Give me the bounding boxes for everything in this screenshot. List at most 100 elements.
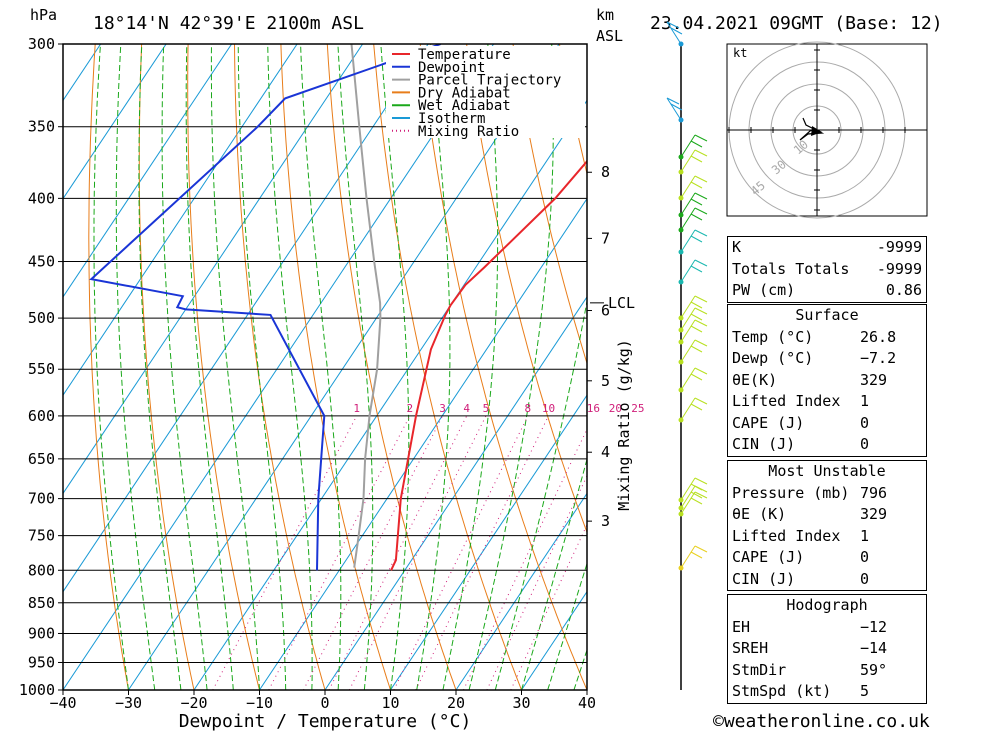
stat-value: 0 xyxy=(860,569,870,588)
stat-value: 0 xyxy=(860,435,870,453)
wind-barb xyxy=(680,229,708,253)
dewpoint-line xyxy=(89,44,441,571)
copyright: ©weatheronline.co.uk xyxy=(713,711,930,732)
legend-entry: Wet Adiabat xyxy=(418,98,511,114)
isotherm-line xyxy=(63,44,167,200)
hodograph-stats-panel: Hodograph EH −12 SREH −14 StmDir 59° StmSpd (k… xyxy=(727,594,927,704)
temperature-tick-label: 20 xyxy=(447,694,465,712)
stat-label: θE(K) xyxy=(732,370,778,389)
pw-label: PW (cm) xyxy=(732,281,796,299)
mixing-ratio-label: 8 xyxy=(525,402,532,415)
stat-value: 59° xyxy=(860,660,888,679)
km-tick-label: 8 xyxy=(601,163,610,181)
temperature-tick-label: −10 xyxy=(246,694,273,712)
mixing-ratio-label: 3 xyxy=(439,402,446,415)
wet-adiabat-line xyxy=(267,44,313,690)
stat-label: StmDir xyxy=(732,660,787,679)
stat-label: θE (K) xyxy=(732,505,787,523)
stat-row: Lifted Index 1 xyxy=(728,526,926,548)
isotherm-line xyxy=(63,44,298,397)
mixing-ratio-label: 2 xyxy=(406,402,413,415)
mixing-ratio-label: 4 xyxy=(463,402,470,415)
isotherm-line xyxy=(63,44,364,495)
wet-adiabat-line xyxy=(468,44,554,690)
temperature-tick-label: −40 xyxy=(49,694,76,712)
location-title: 18°14'N 42°39'E 2100m ASL xyxy=(93,13,364,34)
wind-barb xyxy=(680,207,708,231)
stat-label: Pressure (mb) xyxy=(732,483,850,502)
stat-row: θE (K) 329 xyxy=(728,504,926,526)
pressure-tick-label: 850 xyxy=(28,594,55,612)
stat-label: Dewp (°C) xyxy=(732,349,814,367)
tt-value: -9999 xyxy=(876,259,922,278)
wind-barb xyxy=(666,21,683,45)
wind-barb xyxy=(680,134,708,158)
dry-adiabat-line xyxy=(63,686,64,690)
pressure-tick-label: 800 xyxy=(28,561,55,579)
wet-adiabat-line xyxy=(93,44,129,690)
km-label: km xyxy=(596,6,614,24)
mixing-ratio-label: 20 xyxy=(609,402,622,415)
stat-value: −14 xyxy=(860,639,888,657)
km-tick-label: 5 xyxy=(601,372,610,390)
wind-barb xyxy=(680,339,708,363)
wet-adiabat-line xyxy=(210,44,260,690)
wet-adiabat-line xyxy=(442,44,499,690)
stat-label: CAPE (J) xyxy=(732,413,805,432)
legend-entry: Mixing Ratio xyxy=(418,124,519,140)
dry-adiabat-line xyxy=(138,44,195,690)
stat-row: Lifted Index 1 xyxy=(728,391,926,413)
wet-adiabat-line xyxy=(416,44,451,690)
stat-value: 1 xyxy=(860,392,870,410)
mixing-ratio-label: 5 xyxy=(483,402,490,415)
datetime-label: 23.04.2021 09GMT (Base: 12) xyxy=(650,13,943,34)
isotherm-line xyxy=(324,296,587,690)
x-axis-label: Dewpoint / Temperature (°C) xyxy=(179,711,472,732)
pressure-tick-label: 400 xyxy=(28,189,55,207)
stat-label: Lifted Index xyxy=(732,392,841,410)
mixing-ratio-axis-label: Mixing Ratio (g/kg) xyxy=(615,339,633,511)
km-tick-label: 4 xyxy=(601,443,610,461)
most-unstable-title: Most Unstable xyxy=(768,462,886,480)
wind-barb xyxy=(680,477,708,501)
pressure-tick-label: 500 xyxy=(28,309,55,327)
tt-label: Totals Totals xyxy=(732,259,850,278)
wind-barb xyxy=(680,319,708,343)
k-value: -9999 xyxy=(876,238,922,256)
stat-row: StmDir 59° xyxy=(728,660,926,682)
temperature-tick-label: −20 xyxy=(180,694,207,712)
indices-panel: K -9999 Totals Totals -9999 PW (cm) 0.86 xyxy=(727,236,927,303)
wind-barb xyxy=(680,192,708,216)
km-tick-label: 6 xyxy=(601,302,610,320)
pressure-tick-label: 550 xyxy=(28,360,55,378)
legend-entry: Parcel Trajectory xyxy=(418,73,561,89)
wet-adiabat-line xyxy=(138,44,182,690)
stat-label: CAPE (J) xyxy=(732,548,805,566)
storm-motion-marker xyxy=(811,126,822,136)
wet-adiabat-line xyxy=(300,44,342,690)
mixing-ratio-label: 16 xyxy=(587,402,600,415)
wind-barb xyxy=(680,295,708,319)
wet-adiabat-line xyxy=(337,44,374,690)
stat-label: Temp (°C) xyxy=(732,327,814,346)
pressure-tick-label: 350 xyxy=(28,118,55,136)
pressure-tick-label: 600 xyxy=(28,407,55,425)
mixing-ratio-label: 25 xyxy=(631,402,644,415)
wind-barb xyxy=(680,545,708,569)
hpa-label: hPa xyxy=(30,6,57,24)
most-unstable-panel: Most Unstable Pressure (mb) 796 θE (K) 329 L… xyxy=(727,460,927,591)
stat-value: −12 xyxy=(860,617,888,636)
isotherm-line xyxy=(63,44,233,298)
stat-value: 1 xyxy=(860,526,870,545)
wind-barb xyxy=(680,259,708,283)
stat-value: 0 xyxy=(860,413,870,432)
stat-label: StmSpd (kt) xyxy=(732,682,832,700)
dry-adiabat-line xyxy=(233,44,326,690)
stat-label: CIN (J) xyxy=(732,435,796,453)
wet-adiabat-line xyxy=(237,44,287,690)
stat-value: 26.8 xyxy=(860,327,897,346)
dry-adiabat-line xyxy=(963,7,1000,690)
pressure-tick-label: 950 xyxy=(28,653,55,671)
